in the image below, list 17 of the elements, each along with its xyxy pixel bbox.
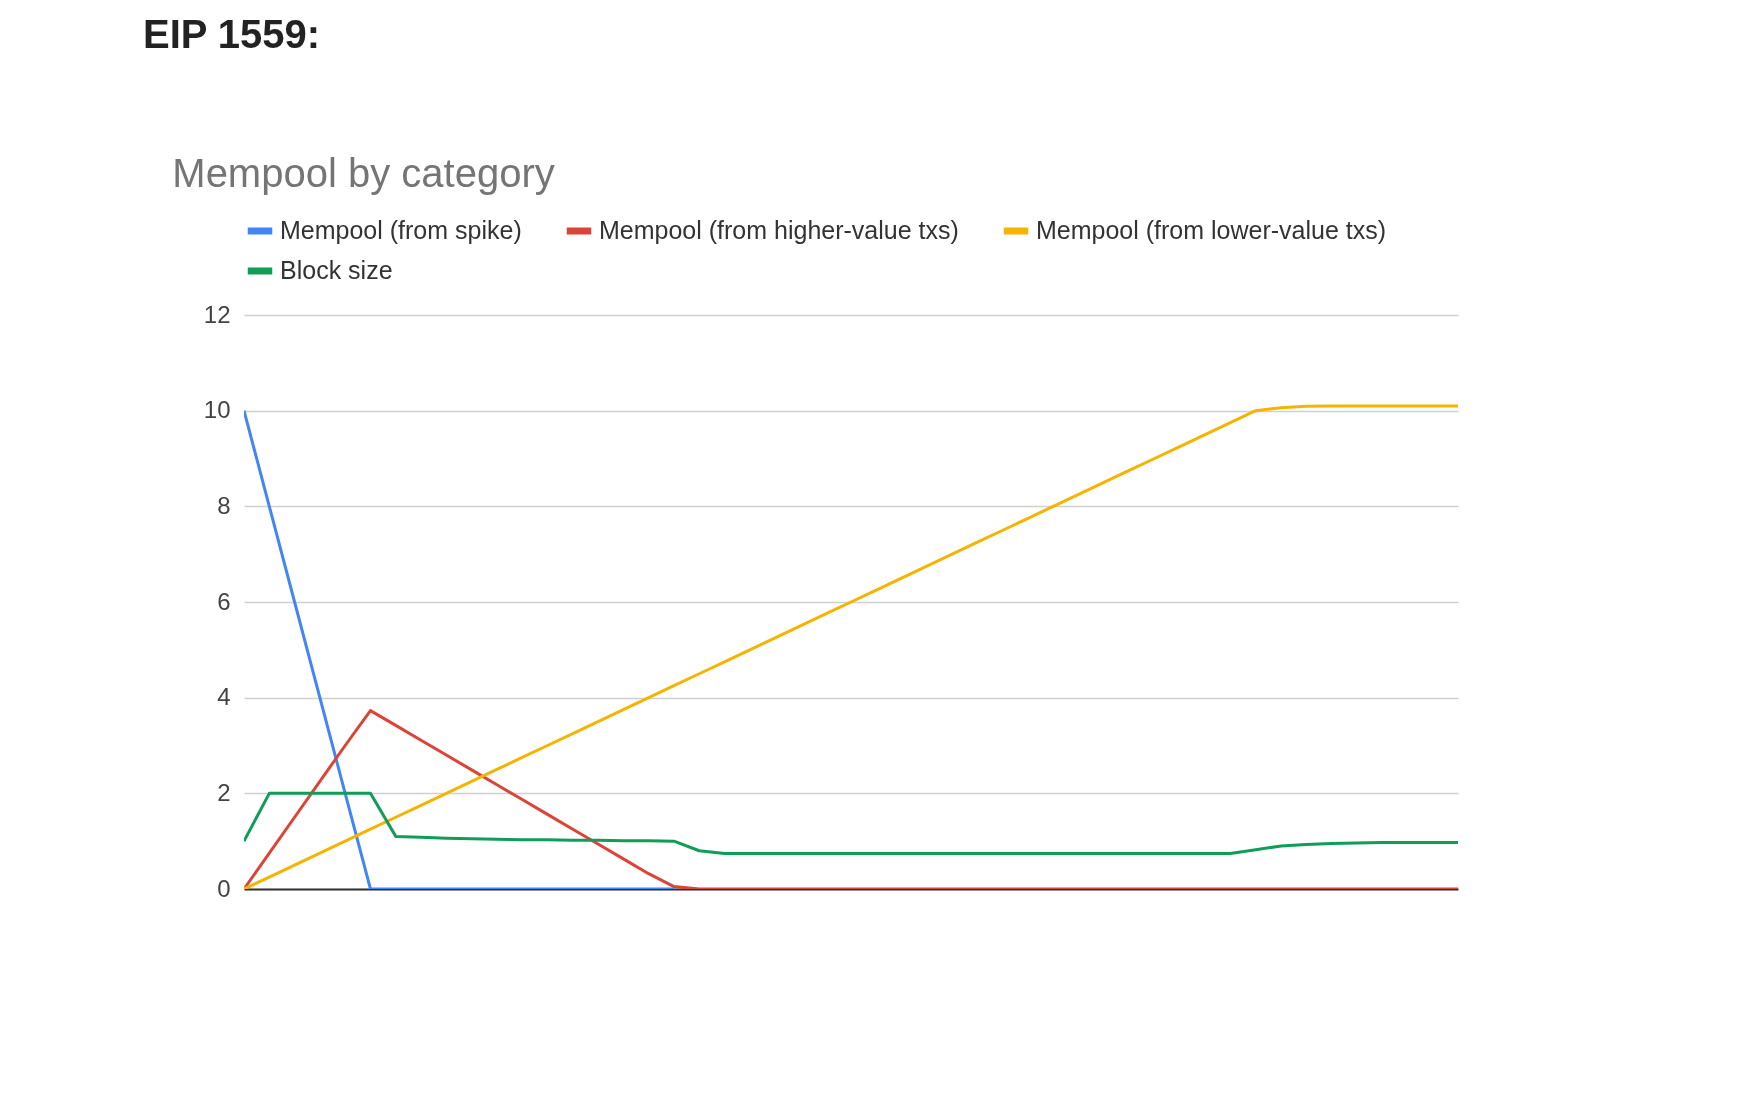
line-series: [244, 709, 1458, 889]
legend-label: Block size: [280, 256, 393, 284]
y-tick-label: 8: [217, 491, 231, 519]
y-tick-label: 6: [217, 587, 231, 615]
line-series: [244, 404, 1458, 889]
legend-label: Mempool (from lower-value txs): [1036, 216, 1387, 244]
legend-label: Mempool (from spike): [280, 216, 522, 244]
y-tick-label: 0: [217, 874, 231, 902]
y-tick-label: 4: [217, 683, 231, 711]
y-tick-label: 10: [203, 396, 231, 424]
chart-title: EIP 1559:: [143, 12, 321, 57]
line-series: [244, 409, 676, 889]
chart-subtitle: Mempool by category: [172, 151, 555, 195]
legend-label: Mempool (from higher-value txs): [599, 216, 959, 244]
y-tick-label: 2: [217, 778, 231, 806]
y-tick-label: 12: [203, 300, 231, 328]
line-series: [244, 791, 1458, 856]
